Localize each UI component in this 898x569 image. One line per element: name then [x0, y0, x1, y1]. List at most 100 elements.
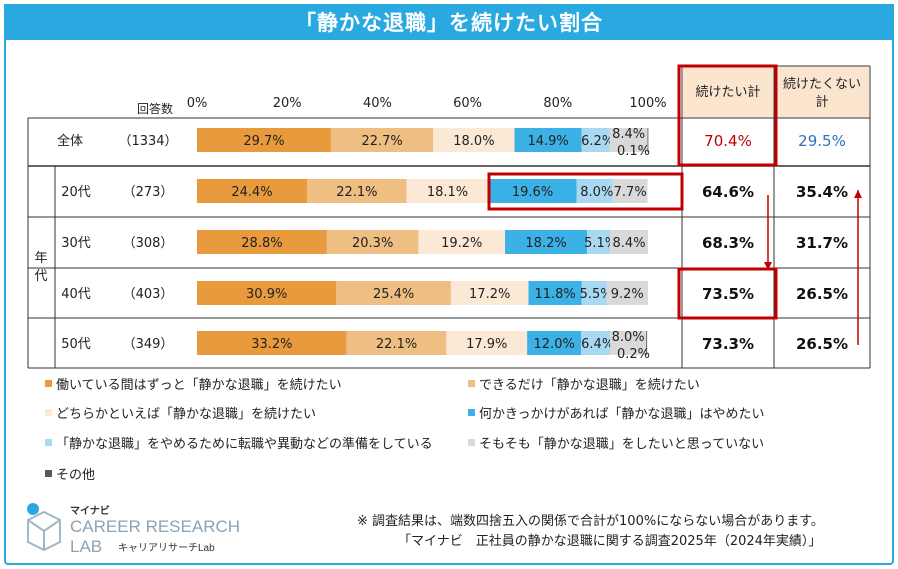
not-continue-total-value: 26.5%: [796, 285, 848, 303]
bar-value-label: 18.2%: [525, 236, 566, 251]
bar-value-label: 0.2%: [617, 347, 650, 362]
category-label: 40代: [61, 287, 91, 302]
bar-segment: [418, 230, 506, 254]
logo-sub: キャリアリサーチLab: [118, 542, 215, 554]
bar-value-label: 20.3%: [352, 236, 393, 251]
legend-swatch: [45, 439, 52, 446]
bar-value-label: 8.0%: [580, 185, 613, 200]
bar-value-label: 18.0%: [453, 134, 494, 149]
bar-segment: [514, 128, 582, 152]
bar-value-label: 12.0%: [534, 337, 575, 352]
legend-swatch: [45, 380, 52, 387]
bar-value-label: 0.1%: [617, 144, 650, 159]
bar-segment: [330, 128, 434, 152]
x-tick-label: 0%: [187, 96, 208, 111]
legend-swatch: [468, 439, 475, 446]
chart-title-text: 「静かな退職」を続けたい割合: [295, 11, 603, 35]
bar-value-label: 25.4%: [373, 287, 414, 302]
bar-segment: [446, 331, 528, 355]
bar-segment: [197, 281, 337, 305]
bar-segment: [587, 230, 611, 254]
age-group-label-char1: 年: [34, 251, 47, 266]
legend-swatch: [468, 380, 475, 387]
count-label: （349）: [123, 337, 174, 352]
bar-segment: [336, 281, 451, 305]
arrow-up-head: [854, 190, 862, 198]
bar-segment: [581, 128, 610, 152]
bar-segment: [610, 331, 647, 355]
bar-value-label: 8.4%: [612, 127, 645, 142]
bar-segment: [450, 281, 529, 305]
legend-item: どちらかといえば「静かな退職」を続けたい: [45, 403, 316, 422]
count-label: （308）: [123, 236, 174, 251]
bar-value-label: 22.1%: [376, 337, 417, 352]
not-continue-total-value: 26.5%: [796, 335, 848, 353]
count-label: （403）: [123, 287, 174, 302]
legend-item: 何かきっかけがあれば「静かな退職」はやめたい: [468, 403, 764, 422]
bar-segment: [307, 179, 407, 203]
count-header: 回答数: [137, 101, 173, 116]
x-tick-label: 80%: [543, 96, 572, 111]
bar-segment: [576, 179, 613, 203]
footnote-rounding: ※ 調査結果は、端数四捨五入の関係で合計が100%にならない場合があります。: [357, 514, 824, 529]
bar-value-label: 9.2%: [611, 287, 644, 302]
bar-segment: [197, 230, 327, 254]
bar-value-label: 14.9%: [527, 134, 568, 149]
x-tick-label: 100%: [629, 96, 666, 111]
bar-value-label: 30.9%: [246, 287, 287, 302]
x-tick-label: 20%: [273, 96, 302, 111]
highlight-40s-continue: [677, 267, 778, 320]
continue-total-value: 73.5%: [702, 285, 754, 303]
header-not-continue-bg: [775, 67, 869, 117]
x-tick-label: 60%: [453, 96, 482, 111]
bar-value-label: 7.7%: [614, 185, 647, 200]
bar-value-label: 5.5%: [580, 287, 613, 302]
legend-item: できるだけ「静かな退職」を続けたい: [468, 374, 700, 393]
bar-value-label: 29.7%: [243, 134, 284, 149]
bar-segment: [581, 331, 611, 355]
bar-segment: [528, 281, 582, 305]
bar-segment: [646, 331, 648, 355]
highlight-20s-quit: [487, 172, 684, 211]
count-label: （1334）: [118, 134, 177, 149]
bar-segment: [197, 128, 331, 152]
continue-total-value: 68.3%: [702, 234, 754, 252]
continue-total-value: 73.3%: [702, 335, 754, 353]
bar-segment: [527, 331, 582, 355]
bar-value-label: 22.1%: [336, 185, 377, 200]
header-not-continue-line1: 続けたくない: [783, 77, 861, 92]
legend-label: どちらかといえば「静かな退職」を続けたい: [56, 407, 317, 422]
logo-brand: マイナビ: [70, 504, 110, 517]
bar-value-label: 8.0%: [612, 330, 645, 345]
bar-segment: [609, 128, 648, 152]
chart-title: 「静かな退職」を続けたい割合: [4, 4, 894, 40]
legend-swatch: [45, 409, 52, 416]
category-label: 20代: [61, 185, 91, 200]
bar-segment: [505, 230, 588, 254]
bar-segment: [197, 179, 308, 203]
bar-value-label: 28.8%: [241, 236, 282, 251]
bar-value-label: 33.2%: [251, 337, 292, 352]
legend-label: 「静かな退職」をやめるために転職や異動などの準備をしている: [56, 437, 433, 452]
bar-segment: [606, 281, 648, 305]
logo-line2: LAB: [70, 537, 102, 556]
continue-total-value: 64.6%: [702, 183, 754, 201]
bar-segment: [610, 230, 648, 254]
bar-value-label: 6.4%: [581, 337, 614, 352]
not-continue-total-value: 31.7%: [796, 234, 848, 252]
bar-segment: [612, 179, 648, 203]
category-label: 30代: [61, 236, 91, 251]
legend-item: そもそも「静かな退職」をしたいと思っていない: [468, 433, 764, 452]
legend-item: 「静かな退職」をやめるために転職や異動などの準備をしている: [45, 433, 433, 452]
x-tick-label: 40%: [363, 96, 392, 111]
bar-value-label: 19.6%: [512, 185, 553, 200]
count-label: （273）: [123, 185, 174, 200]
not-continue-total-value: 35.4%: [796, 183, 848, 201]
category-label: 全体: [57, 133, 83, 149]
bar-value-label: 18.1%: [427, 185, 468, 200]
legend-item: 働いている間はずっと「静かな退職」を続けたい: [45, 374, 342, 393]
arrow-down-head: [764, 262, 772, 270]
bar-value-label: 5.1%: [584, 236, 617, 251]
cube-icon: [27, 503, 61, 552]
